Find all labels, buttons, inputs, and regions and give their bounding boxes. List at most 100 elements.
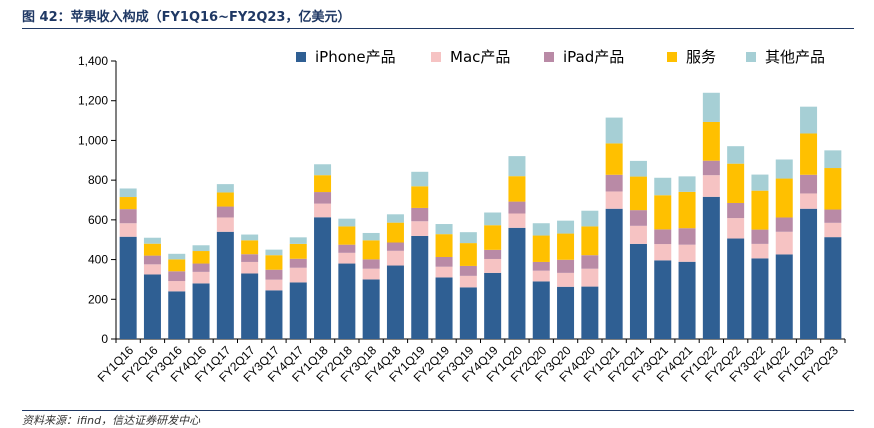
bar-segment-services: [532, 235, 550, 262]
bar-segment-services: [800, 133, 818, 175]
bar-segment-ipad: [800, 174, 818, 194]
bar-segment-iphone: [314, 217, 332, 339]
bar-segment-other: [119, 188, 137, 198]
bar-segment-ipad: [532, 261, 550, 271]
bar-segment-mac: [800, 193, 818, 209]
bar-segment-other: [459, 232, 477, 244]
legend-swatch-mac: [431, 52, 441, 62]
bar-segment-ipad: [629, 210, 647, 226]
bar-segment-ipad: [435, 256, 453, 267]
bar-segment-mac: [143, 264, 161, 275]
bar-segment-ipad: [168, 271, 186, 282]
bar-segment-ipad: [119, 209, 137, 224]
bar-segment-other: [557, 220, 575, 234]
bar-segment-iphone: [168, 291, 186, 339]
bar-segment-services: [581, 226, 599, 256]
figure-title: 图 42：苹果收入构成（FY1Q16~FY2Q23，亿美元）: [22, 10, 351, 25]
source-rule: [22, 410, 854, 411]
bar-segment-ipad: [484, 249, 502, 259]
bar-segment-iphone: [800, 208, 818, 339]
bar-segment-other: [484, 212, 502, 226]
bar-segment-services: [775, 178, 793, 218]
bar-segment-services: [192, 251, 210, 264]
bar-segment-mac: [581, 268, 599, 287]
y-tick-label: 600: [88, 213, 108, 227]
bar-segment-ipad: [411, 207, 429, 222]
bar-segment-other: [216, 184, 234, 193]
bar-segment-iphone: [727, 238, 745, 339]
bar-segment-mac: [338, 252, 356, 264]
bar-segment-mac: [265, 279, 283, 291]
bar-segment-services: [362, 240, 380, 260]
bar-segment-other: [289, 237, 307, 244]
bar-segment-other: [654, 177, 672, 196]
bar-segment-other: [314, 164, 332, 176]
bar-segment-services: [605, 143, 623, 175]
bar-segment-ipad: [265, 269, 283, 280]
bar-segment-mac: [678, 244, 696, 262]
bar-segment-ipad: [508, 201, 526, 214]
bar-segment-iphone: [289, 282, 307, 339]
bar-segment-iphone: [459, 287, 477, 339]
bar-segment-mac: [362, 268, 380, 280]
bar-segment-mac: [192, 271, 210, 284]
bar-segment-iphone: [192, 283, 210, 339]
x-tick-labels: FY1Q16FY2Q16FY3Q16FY4Q16FY1Q17FY2Q17FY3Q…: [95, 343, 841, 385]
bar-segment-services: [386, 222, 404, 243]
legend-swatch-ipad: [544, 52, 554, 62]
bar-segment-other: [411, 171, 429, 187]
bar-segment-services: [508, 176, 526, 202]
bar-segment-mac: [411, 221, 429, 236]
bar-segment-other: [702, 92, 720, 122]
bar-segment-iphone: [338, 263, 356, 339]
bar-segment-ipad: [216, 206, 234, 218]
bar-segment-other: [362, 232, 380, 241]
y-tick-label: 800: [88, 173, 108, 187]
bar-segment-iphone: [629, 243, 647, 339]
bar-segment-services: [654, 195, 672, 230]
bar-segment-services: [338, 226, 356, 245]
bar-segment-other: [532, 223, 550, 236]
bar-segment-other: [581, 210, 599, 227]
bar-segment-services: [241, 240, 259, 255]
bar-segment-services: [702, 121, 720, 161]
bar-segment-other: [727, 146, 745, 164]
bar-segment-ipad: [702, 160, 720, 176]
title-rule: [22, 28, 854, 29]
bar-segment-mac: [775, 231, 793, 255]
bar-segment-ipad: [314, 192, 332, 204]
bar-segment-services: [143, 243, 161, 256]
bar-segment-ipad: [678, 228, 696, 245]
legend-swatch-services: [667, 52, 677, 62]
bar-segment-services: [314, 175, 332, 193]
bars: [119, 92, 842, 339]
bar-segment-mac: [751, 243, 769, 259]
bar-segment-iphone: [362, 279, 380, 339]
bar-segment-services: [411, 186, 429, 208]
bar-segment-ipad: [338, 244, 356, 253]
bar-segment-mac: [702, 175, 720, 197]
bar-segment-other: [508, 156, 526, 177]
bar-segment-ipad: [241, 254, 259, 262]
bar-segment-ipad: [557, 259, 575, 273]
bar-segment-mac: [727, 218, 745, 239]
bar-segment-mac: [386, 250, 404, 266]
bar-segment-iphone: [702, 196, 720, 339]
bar-segment-other: [192, 245, 210, 252]
bar-segment-ipad: [605, 174, 623, 192]
bar-segment-iphone: [532, 281, 550, 339]
bar-segment-mac: [629, 225, 647, 244]
bar-segment-mac: [508, 213, 526, 228]
bar-segment-ipad: [192, 263, 210, 272]
bar-segment-mac: [314, 203, 332, 218]
bar-segment-mac: [532, 270, 550, 282]
bar-segment-mac: [435, 266, 453, 278]
bar-segment-ipad: [386, 242, 404, 251]
bar-segment-iphone: [824, 237, 842, 339]
legend-label-services: 服务: [686, 48, 716, 66]
bar-segment-other: [338, 218, 356, 227]
legend-swatch-iphone: [296, 52, 306, 62]
bar-segment-mac: [484, 258, 502, 273]
legend-label-ipad: iPad产品: [563, 48, 624, 66]
